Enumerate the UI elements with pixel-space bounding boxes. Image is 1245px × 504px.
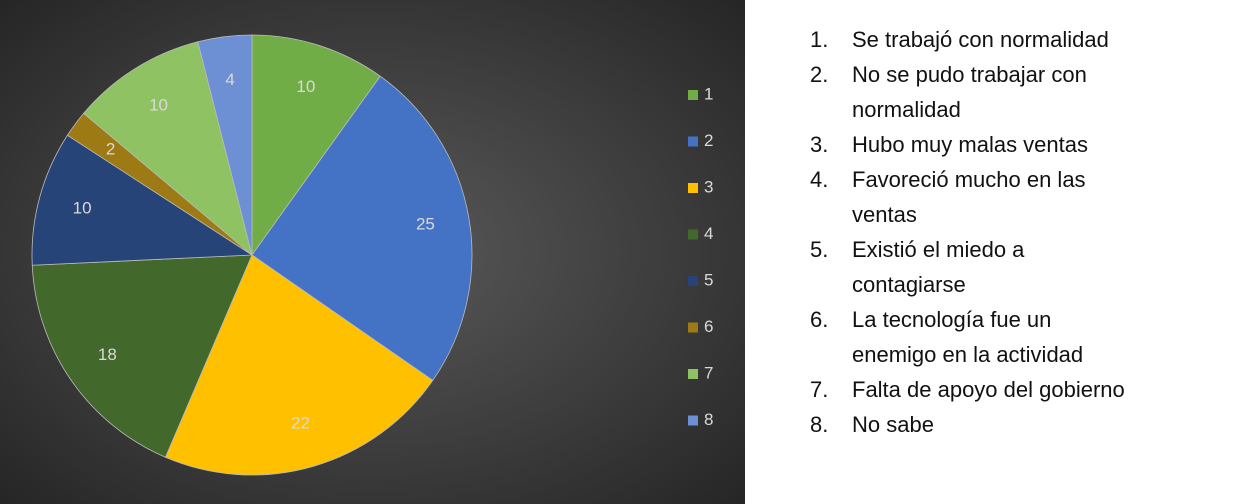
item-number: 4.	[810, 167, 829, 192]
item-line: Falta de apoyo del gobierno	[852, 377, 1125, 402]
data-label: 2	[106, 140, 115, 159]
description-item: 3. Hubo muy malas ventas	[810, 127, 1245, 162]
legend-label: 5	[704, 270, 713, 289]
item-line: Hubo muy malas ventas	[852, 132, 1088, 157]
description-list: 1. Se trabajó con normalidad 2. No se pudo …	[810, 22, 1245, 442]
item-number: 5.	[810, 237, 829, 262]
item-line: Existió el miedo a	[852, 237, 1025, 262]
pie-slice	[197, 34, 253, 256]
item-line: ventas	[852, 202, 917, 227]
item-line: Se trabajó con normalidad	[852, 27, 1109, 52]
item-line: contagiarse	[852, 272, 966, 297]
pie-slice	[31, 134, 254, 266]
item-number: 8.	[810, 412, 829, 437]
legend-label: 4	[704, 224, 713, 243]
data-label: 22	[291, 414, 310, 433]
item-line: enemigo en la actividad	[852, 342, 1084, 367]
description-item: 4. Favoreció mucho en las ventas	[810, 162, 1245, 232]
legend-label: 3	[704, 177, 713, 196]
item-number: 7.	[810, 377, 829, 402]
chart: 10 25 22 18 10 2 10 4 1 2 3 4 5 6 7 8	[0, 0, 745, 504]
pie-slice	[251, 75, 473, 381]
description-item: 7. Falta de apoyo del gobierno	[810, 372, 1245, 407]
legend-swatch	[688, 183, 698, 193]
item-text: La tecnología fue un enemigo en la activi…	[852, 302, 1083, 372]
legend-label: 2	[704, 131, 713, 150]
data-label: 4	[225, 70, 234, 89]
description-item: 1. Se trabajó con normalidad	[810, 22, 1245, 57]
item-text: Se trabajó con normalidad	[852, 22, 1109, 57]
item-number: 2.	[810, 62, 829, 87]
pie-slice	[31, 254, 253, 458]
data-label: 10	[73, 198, 92, 217]
description-item: 5. Existió el miedo a contagiarse	[810, 232, 1245, 302]
item-number: 3.	[810, 132, 829, 157]
description-item: 8. No sabe	[810, 407, 1245, 442]
item-text: Favoreció mucho en las ventas	[852, 162, 1086, 232]
item-text: No sabe	[852, 407, 934, 442]
item-number: 1.	[810, 27, 829, 52]
legend-swatch	[688, 369, 698, 379]
legend-label: 8	[704, 410, 713, 429]
pie-slice	[164, 254, 434, 476]
item-text: Existió el miedo a contagiarse	[852, 232, 1024, 302]
pie-slice	[251, 34, 381, 257]
legend-swatch	[688, 229, 698, 240]
description-item: 2. No se pudo trabajar con normalidad	[810, 57, 1245, 127]
item-text: No se pudo trabajar con normalidad	[852, 57, 1087, 127]
legend-label: 1	[704, 84, 713, 103]
legend-label: 7	[704, 363, 713, 382]
legend-swatch	[688, 276, 698, 286]
item-text: Falta de apoyo del gobierno	[852, 372, 1125, 407]
data-label: 25	[416, 215, 435, 234]
legend-swatch	[688, 136, 698, 147]
legend-swatch	[688, 322, 698, 333]
data-label: 18	[98, 345, 117, 364]
description-item: 6. La tecnología fue un enemigo en la acti…	[810, 302, 1245, 372]
item-line: No se pudo trabajar con	[852, 62, 1087, 87]
item-line: Favoreció mucho en las	[852, 167, 1086, 192]
legend-swatch	[688, 415, 698, 426]
item-text: Hubo muy malas ventas	[852, 127, 1088, 162]
item-line: No sabe	[852, 412, 934, 437]
item-number: 6.	[810, 307, 829, 332]
legend-label: 6	[704, 317, 713, 336]
item-line: normalidad	[852, 97, 961, 122]
pie-slice	[83, 41, 253, 257]
item-line: La tecnología fue un	[852, 307, 1052, 332]
data-label: 10	[296, 77, 315, 96]
legend-swatch	[688, 90, 698, 100]
data-label: 10	[149, 95, 168, 114]
